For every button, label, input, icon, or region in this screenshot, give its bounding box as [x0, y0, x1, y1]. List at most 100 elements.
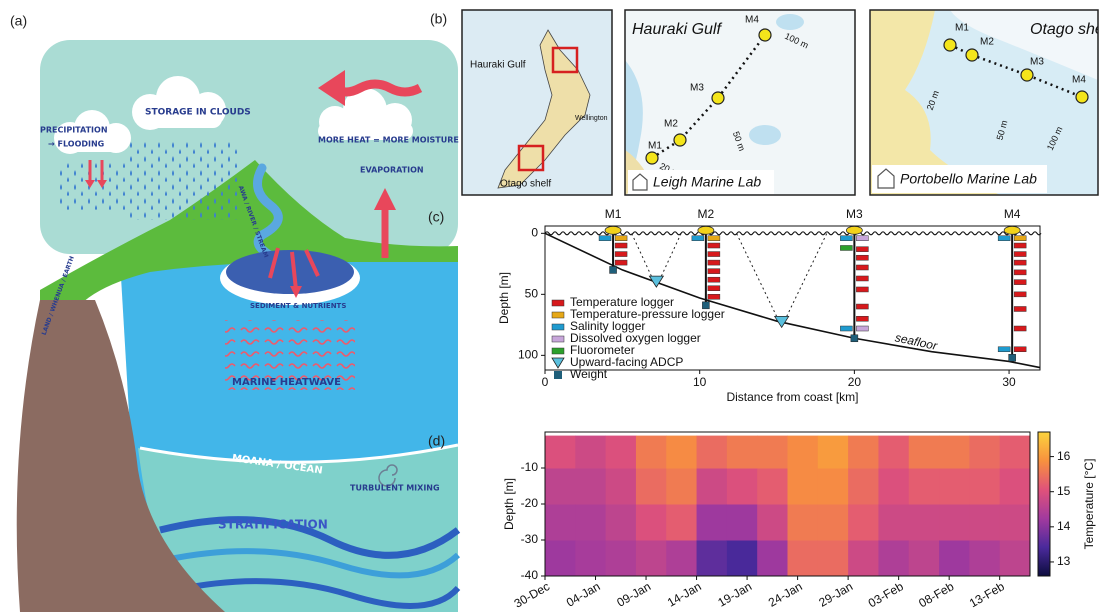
place-label: Wellington [575, 115, 608, 122]
y-tick-label: 50 [525, 287, 539, 301]
legend-label: Weight [570, 367, 608, 381]
buoy [1004, 226, 1020, 234]
heat-cell [757, 540, 788, 577]
instrument [856, 265, 868, 270]
instrument [708, 252, 720, 257]
heat-cell [545, 504, 576, 541]
x-tick-label: 03-Feb [866, 579, 906, 610]
adcp [649, 276, 663, 287]
legend-swatch [552, 300, 564, 306]
heat-cell [939, 540, 970, 577]
instrument [1014, 243, 1026, 248]
legend-swatch [552, 358, 564, 368]
instrument [856, 326, 868, 331]
annotation: TURBULENT MIXING [350, 484, 440, 493]
heat-cell [788, 504, 819, 541]
colorbar-tick-label: 14 [1057, 519, 1071, 533]
heat-cell [848, 504, 879, 541]
instrument [1014, 347, 1026, 352]
heat-cell [636, 540, 667, 577]
heat-cell [666, 436, 697, 469]
instrument [840, 236, 852, 241]
legend-swatch [552, 324, 564, 330]
instrument [998, 347, 1010, 352]
colorbar [1038, 432, 1050, 576]
heat-cell [727, 436, 758, 469]
station-label: M3 [1030, 57, 1044, 68]
heat-cell [666, 540, 697, 577]
heat-cell [666, 504, 697, 541]
station-label: M4 [745, 15, 759, 26]
instrument [1014, 306, 1026, 311]
heat-cell [757, 468, 788, 505]
heat-cell [939, 436, 970, 469]
annotation: STRATIFICATION [218, 518, 328, 532]
buoy [698, 226, 714, 234]
rain [60, 162, 130, 212]
colorbar-tick-label: 15 [1057, 484, 1071, 498]
station-label: M1 [648, 141, 662, 152]
heat-cell [909, 436, 940, 469]
instrument [708, 243, 720, 248]
heat-cell [606, 436, 637, 469]
instrument [856, 276, 868, 281]
x-tick-label: 10 [693, 375, 707, 389]
y-tick-label: -30 [521, 532, 539, 546]
heat-cell [575, 468, 606, 505]
instrument [856, 287, 868, 292]
instrument [856, 316, 868, 321]
y-axis-label: Depth [m] [497, 272, 511, 324]
heat-cell [545, 468, 576, 505]
heat-cell [757, 504, 788, 541]
heat-cell [606, 468, 637, 505]
heat-cell [969, 436, 1000, 469]
legend-swatch [552, 336, 564, 342]
heat-cell [1000, 436, 1031, 469]
heat-cell [697, 540, 728, 577]
heat-cell [818, 468, 849, 505]
annotation: MARINE HEATWAVE [232, 377, 341, 388]
x-tick-label: 09-Jan [614, 579, 653, 609]
instrument [856, 304, 868, 309]
colorbar-tick-label: 13 [1057, 554, 1071, 568]
station-label: M4 [1072, 75, 1086, 86]
adcp-beam [661, 233, 681, 276]
y-tick-label: -40 [521, 568, 539, 582]
colorbar-tick-label: 16 [1057, 449, 1071, 463]
x-tick-label: 30-Dec [512, 579, 553, 610]
weight [851, 335, 858, 342]
mooring-label: M4 [1004, 207, 1021, 221]
x-tick-label: 14-Jan [665, 579, 704, 609]
x-tick-label: 13-Feb [967, 579, 1007, 610]
heat-cell [575, 504, 606, 541]
heat-cell [848, 468, 879, 505]
heat-cell [878, 468, 909, 505]
heat-cell [878, 436, 909, 469]
y-tick-label: 0 [531, 225, 538, 239]
x-axis-label: Distance from coast [km] [726, 390, 858, 404]
place-label: Otago shelf [500, 179, 551, 190]
heat-cell [727, 468, 758, 505]
instrument [615, 243, 627, 248]
heat-cell [878, 540, 909, 577]
x-tick-label: 20 [848, 375, 862, 389]
mooring-label: M2 [698, 207, 715, 221]
place-label: Hauraki Gulf [470, 60, 526, 71]
mooring-chart: seafloorM1M2M3M40102030050100Distance fr… [497, 207, 1041, 404]
station-label: M3 [690, 83, 704, 94]
heat-cell [909, 504, 940, 541]
panel-a: (a) PRECIPITATION → FLOODING STORAGE IN … [10, 13, 459, 612]
lab-label: Portobello Marine Lab [900, 171, 1037, 187]
buoy [605, 226, 621, 234]
heatmap-chart: 30-Dec04-Jan09-Jan14-Jan19-Jan24-Jan29-J… [502, 432, 1096, 611]
heat-cell [848, 436, 879, 469]
instrument [708, 294, 720, 299]
heat-cell [1000, 504, 1031, 541]
instrument [856, 255, 868, 260]
heat-cell [939, 468, 970, 505]
heat-cell [697, 504, 728, 541]
rain [130, 140, 240, 220]
instrument [708, 236, 720, 241]
instrument [708, 269, 720, 274]
y-tick-label: 100 [518, 348, 538, 362]
